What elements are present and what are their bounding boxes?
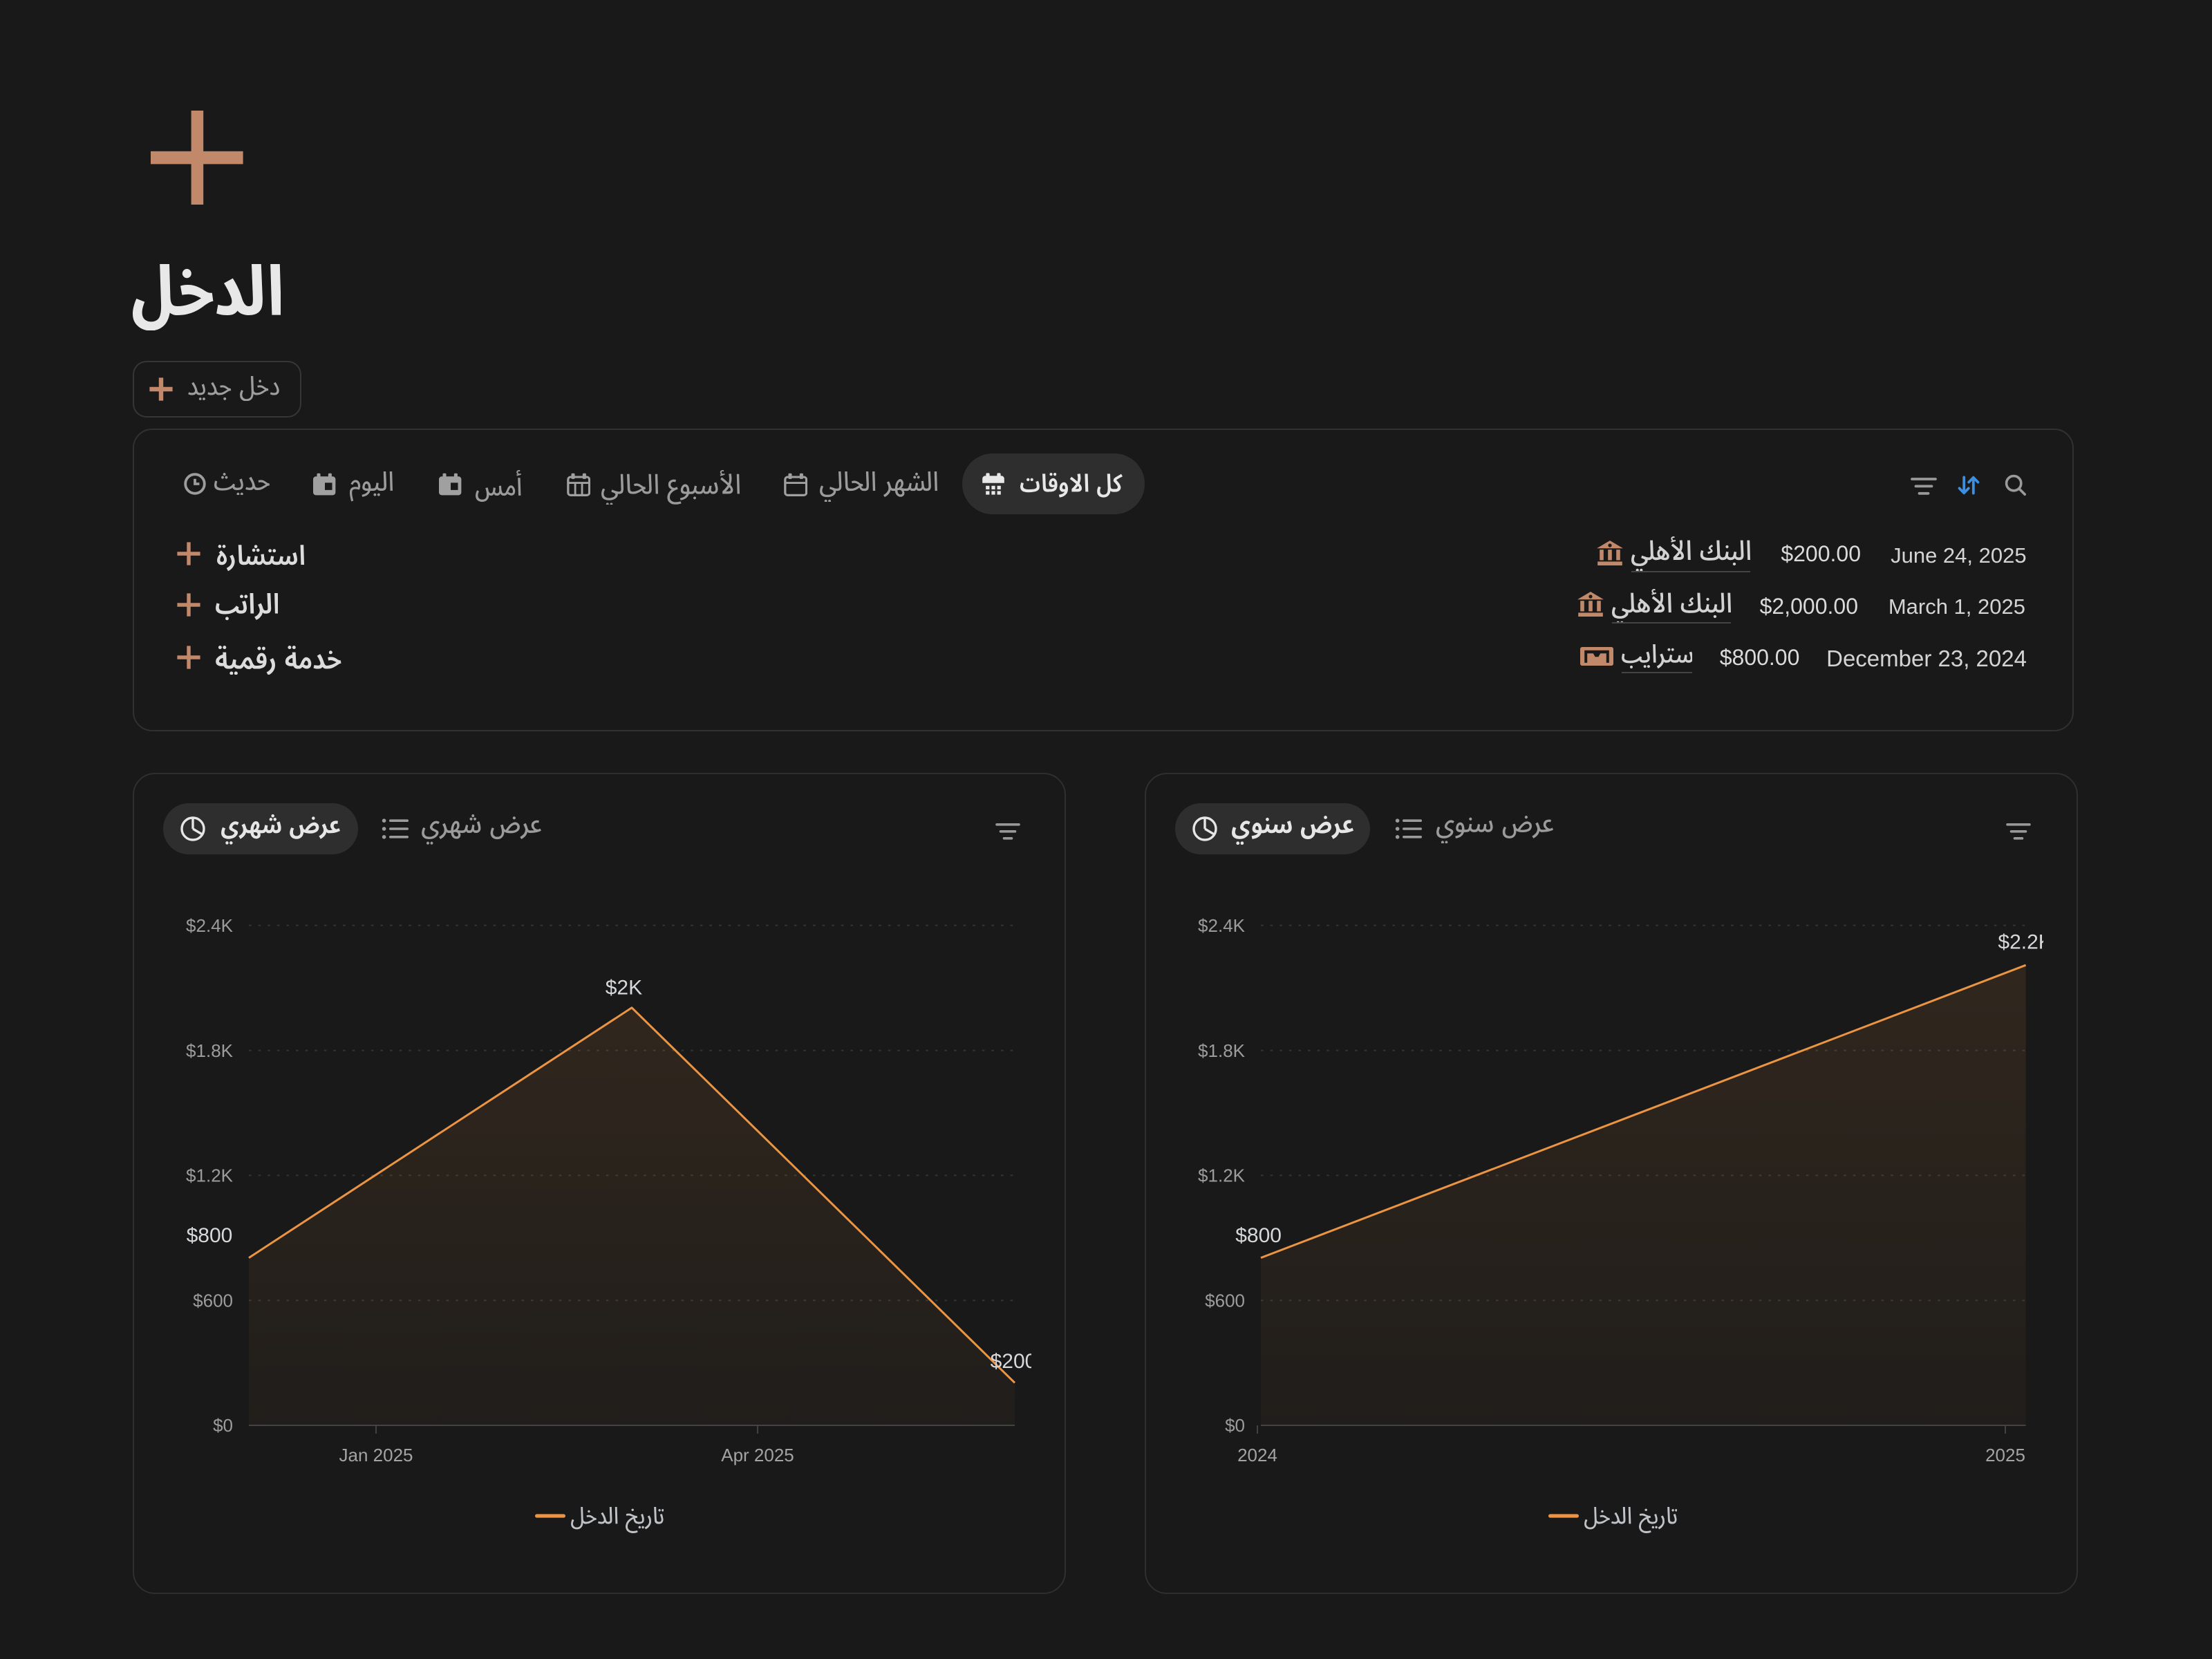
svg-text:$1.2K: $1.2K — [1198, 1165, 1246, 1186]
svg-text:$1.8K: $1.8K — [1198, 1040, 1246, 1061]
svg-text:$2.2K: $2.2K — [1998, 931, 2043, 954]
svg-text:$1.2K: $1.2K — [186, 1165, 234, 1186]
svg-text:$600: $600 — [193, 1290, 233, 1311]
svg-text:2024: 2024 — [1237, 1445, 1277, 1465]
svg-text:Jan 2025: Jan 2025 — [339, 1445, 413, 1465]
svg-text:$2K: $2K — [606, 977, 642, 1000]
svg-text:$0: $0 — [213, 1415, 233, 1436]
svg-text:$800: $800 — [187, 1224, 233, 1247]
svg-text:Apr 2025: Apr 2025 — [721, 1445, 794, 1465]
svg-text:$1.8K: $1.8K — [186, 1040, 234, 1061]
svg-text:$200: $200 — [991, 1350, 1031, 1373]
svg-text:$0: $0 — [1225, 1415, 1245, 1436]
svg-text:2025: 2025 — [1985, 1445, 2025, 1465]
svg-text:$800: $800 — [1235, 1224, 1282, 1247]
svg-text:$600: $600 — [1205, 1290, 1245, 1311]
svg-text:$2.4K: $2.4K — [186, 915, 234, 936]
svg-text:$2.4K: $2.4K — [1198, 915, 1246, 936]
